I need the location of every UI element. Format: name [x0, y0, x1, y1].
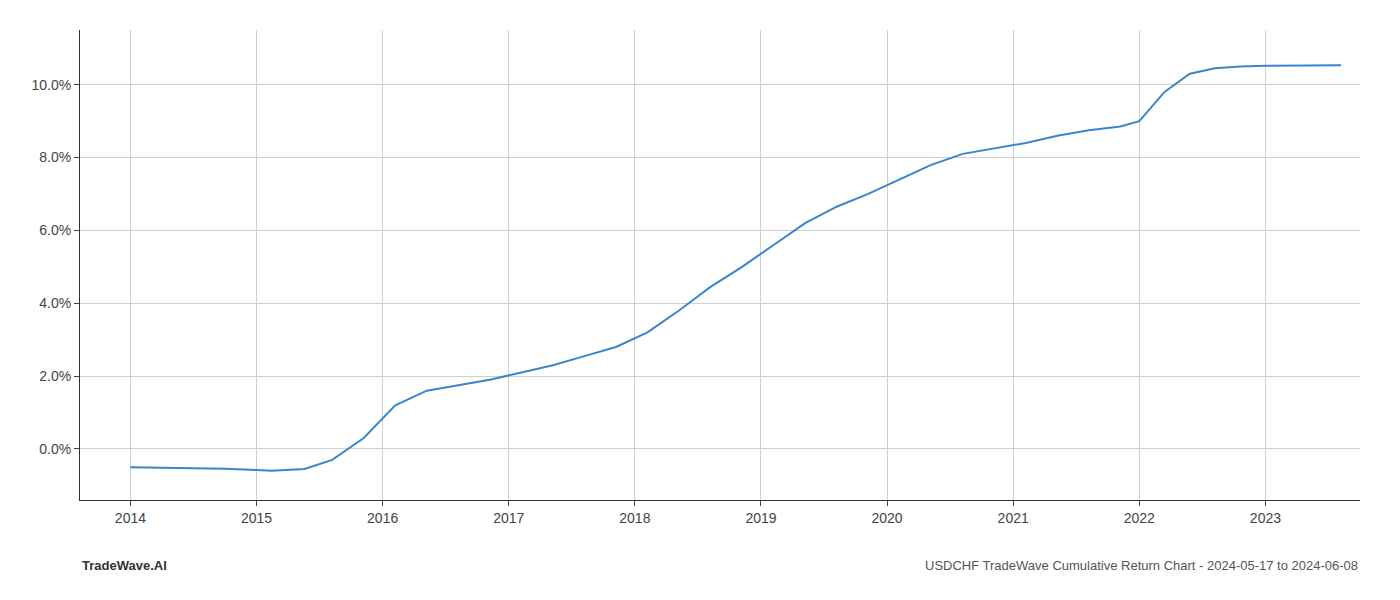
svg-text:2015: 2015: [241, 510, 272, 526]
svg-text:2.0%: 2.0%: [39, 368, 71, 384]
svg-text:2014: 2014: [115, 510, 146, 526]
svg-text:10.0%: 10.0%: [31, 77, 71, 93]
svg-text:2020: 2020: [872, 510, 903, 526]
svg-text:2018: 2018: [619, 510, 650, 526]
svg-text:USDCHF TradeWave Cumulative Re: USDCHF TradeWave Cumulative Return Chart…: [925, 558, 1358, 573]
svg-text:2019: 2019: [745, 510, 776, 526]
svg-text:2021: 2021: [998, 510, 1029, 526]
svg-text:2016: 2016: [367, 510, 398, 526]
svg-text:4.0%: 4.0%: [39, 295, 71, 311]
svg-text:2023: 2023: [1250, 510, 1281, 526]
svg-text:0.0%: 0.0%: [39, 441, 71, 457]
svg-text:8.0%: 8.0%: [39, 149, 71, 165]
svg-text:6.0%: 6.0%: [39, 222, 71, 238]
svg-text:2017: 2017: [493, 510, 524, 526]
svg-text:2022: 2022: [1124, 510, 1155, 526]
svg-text:TradeWave.AI: TradeWave.AI: [82, 558, 167, 573]
